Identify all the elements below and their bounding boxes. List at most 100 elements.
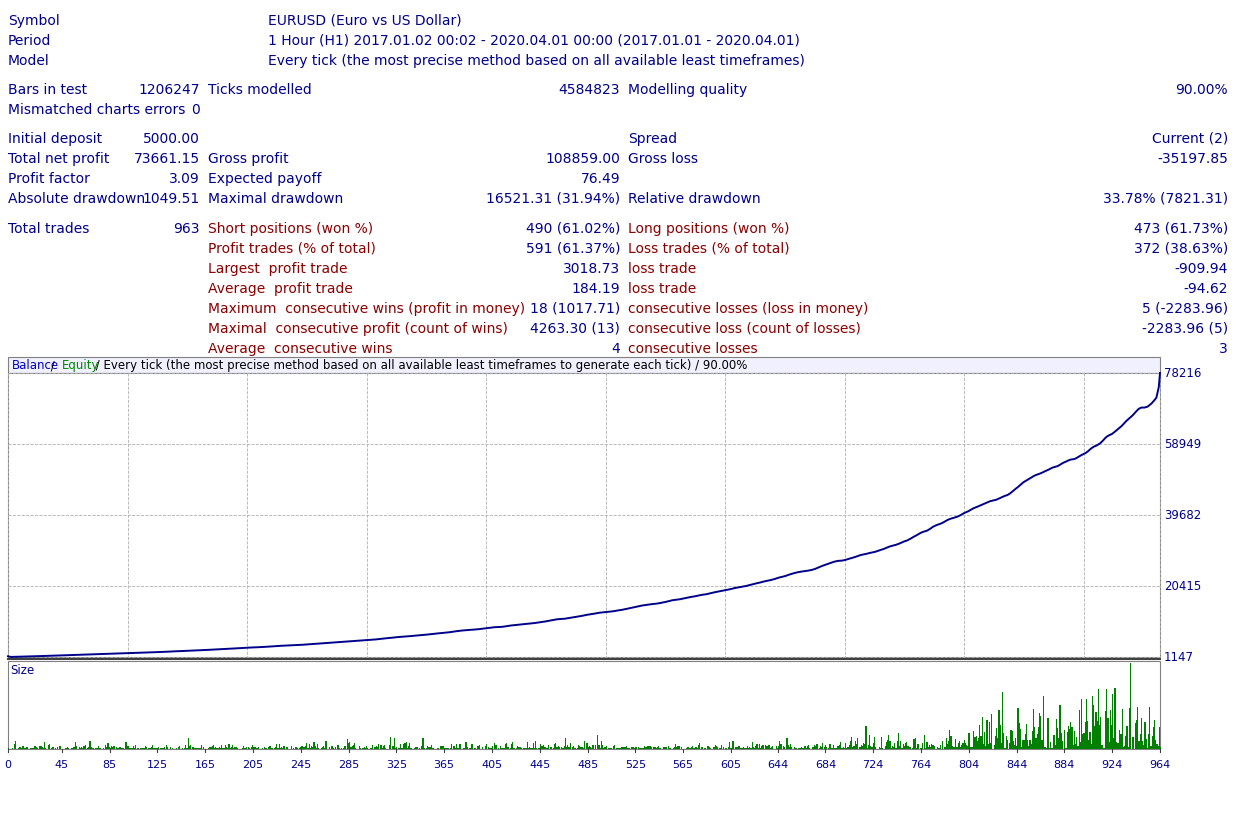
Text: 473 (61.73%): 473 (61.73%): [1133, 222, 1229, 236]
Text: Ticks modelled: Ticks modelled: [208, 83, 311, 97]
Text: 33.78% (7821.31): 33.78% (7821.31): [1103, 192, 1229, 206]
Text: 405: 405: [481, 759, 503, 769]
Text: 90.00%: 90.00%: [1175, 83, 1229, 97]
Text: 18 (1017.71): 18 (1017.71): [530, 302, 620, 316]
Text: Modelling quality: Modelling quality: [628, 83, 748, 97]
Text: Loss trades (% of total): Loss trades (% of total): [628, 241, 790, 256]
Text: Average  profit trade: Average profit trade: [208, 282, 352, 295]
Text: 0: 0: [5, 759, 11, 769]
Text: 924: 924: [1101, 759, 1122, 769]
Text: 78216: 78216: [1164, 367, 1201, 380]
Text: loss trade: loss trade: [628, 261, 696, 275]
Text: 4: 4: [612, 342, 620, 356]
Text: 3018.73: 3018.73: [562, 261, 620, 275]
Text: EURUSD (Euro vs US Dollar): EURUSD (Euro vs US Dollar): [268, 14, 461, 28]
Text: 525: 525: [625, 759, 646, 769]
Text: -94.62: -94.62: [1184, 282, 1229, 295]
Text: Bars in test: Bars in test: [7, 83, 87, 97]
Text: Relative drawdown: Relative drawdown: [628, 192, 760, 206]
Text: 285: 285: [337, 759, 360, 769]
Bar: [7, 357, 1161, 374]
Text: 884: 884: [1054, 759, 1075, 769]
Bar: [7, 374, 1161, 657]
Text: Maximum  consecutive wins (profit in money): Maximum consecutive wins (profit in mone…: [208, 302, 525, 316]
Text: consecutive losses: consecutive losses: [628, 342, 758, 356]
Text: -2283.96 (5): -2283.96 (5): [1142, 322, 1229, 336]
Text: Largest  profit trade: Largest profit trade: [208, 261, 347, 275]
Text: Period: Period: [7, 34, 52, 48]
Text: -909.94: -909.94: [1174, 261, 1229, 275]
Text: 5 (-2283.96): 5 (-2283.96): [1142, 302, 1229, 316]
Text: 724: 724: [863, 759, 884, 769]
Text: 591 (61.37%): 591 (61.37%): [525, 241, 620, 256]
Text: Maximal drawdown: Maximal drawdown: [208, 192, 344, 206]
Text: 58949: 58949: [1164, 438, 1201, 451]
Text: 165: 165: [195, 759, 215, 769]
Text: 764: 764: [911, 759, 932, 769]
Text: 1 Hour (H1) 2017.01.02 00:02 - 2020.04.01 00:00 (2017.01.01 - 2020.04.01): 1 Hour (H1) 2017.01.02 00:02 - 2020.04.0…: [268, 34, 800, 48]
Text: Symbol: Symbol: [7, 14, 59, 28]
Text: 1049.51: 1049.51: [142, 192, 200, 206]
Text: 4263.30 (13): 4263.30 (13): [530, 322, 620, 336]
Text: Short positions (won %): Short positions (won %): [208, 222, 373, 236]
Text: Absolute drawdown: Absolute drawdown: [7, 192, 145, 206]
Text: 964: 964: [1149, 759, 1170, 769]
Text: 108859.00: 108859.00: [545, 152, 620, 165]
Text: 644: 644: [768, 759, 789, 769]
Text: 565: 565: [672, 759, 693, 769]
Text: 245: 245: [290, 759, 311, 769]
Text: Balance: Balance: [12, 359, 59, 372]
Text: Total trades: Total trades: [7, 222, 89, 236]
Text: /: /: [47, 359, 58, 372]
Text: 372 (38.63%): 372 (38.63%): [1133, 241, 1229, 256]
Text: Every tick (the most precise method based on all available least timeframes): Every tick (the most precise method base…: [268, 54, 805, 68]
Text: 684: 684: [815, 759, 836, 769]
Text: Maximal  consecutive profit (count of wins): Maximal consecutive profit (count of win…: [208, 322, 508, 336]
Text: 844: 844: [1006, 759, 1027, 769]
Text: Model: Model: [7, 54, 49, 68]
Text: Size: Size: [10, 663, 35, 676]
Text: 184.19: 184.19: [571, 282, 620, 295]
Text: 325: 325: [386, 759, 407, 769]
Text: Gross loss: Gross loss: [628, 152, 698, 165]
Text: Total net profit: Total net profit: [7, 152, 109, 165]
Text: 1206247: 1206247: [138, 83, 200, 97]
Text: Current (2): Current (2): [1152, 131, 1229, 146]
Text: Gross profit: Gross profit: [208, 152, 289, 165]
Text: -35197.85: -35197.85: [1157, 152, 1229, 165]
Text: Spread: Spread: [628, 131, 677, 146]
Text: consecutive loss (count of losses): consecutive loss (count of losses): [628, 322, 861, 336]
Text: Profit factor: Profit factor: [7, 172, 90, 186]
Text: 3.09: 3.09: [169, 172, 200, 186]
Text: Equity: Equity: [62, 359, 100, 372]
Text: 804: 804: [958, 759, 979, 769]
Text: Expected payoff: Expected payoff: [208, 172, 321, 186]
Text: 605: 605: [721, 759, 742, 769]
Text: 5000.00: 5000.00: [143, 131, 200, 146]
Text: 485: 485: [577, 759, 598, 769]
Text: / Every tick (the most precise method based on all available least timeframes to: / Every tick (the most precise method ba…: [91, 359, 748, 372]
Text: 445: 445: [529, 759, 550, 769]
Text: 0: 0: [192, 103, 200, 117]
Text: Initial deposit: Initial deposit: [7, 131, 103, 146]
Text: 45: 45: [54, 759, 69, 769]
Text: 85: 85: [103, 759, 116, 769]
Text: 73661.15: 73661.15: [133, 152, 200, 165]
Text: 963: 963: [173, 222, 200, 236]
Text: 205: 205: [242, 759, 263, 769]
Text: 16521.31 (31.94%): 16521.31 (31.94%): [486, 192, 620, 206]
Text: 125: 125: [147, 759, 168, 769]
Text: 490 (61.02%): 490 (61.02%): [525, 222, 620, 236]
Text: Average  consecutive wins: Average consecutive wins: [208, 342, 393, 356]
Text: 4584823: 4584823: [559, 83, 620, 97]
Text: 20415: 20415: [1164, 580, 1201, 593]
Text: 365: 365: [434, 759, 455, 769]
Text: 39682: 39682: [1164, 509, 1201, 522]
Text: Profit trades (% of total): Profit trades (% of total): [208, 241, 376, 256]
Text: 1147: 1147: [1164, 651, 1194, 664]
Text: Long positions (won %): Long positions (won %): [628, 222, 790, 236]
Text: Mismatched charts errors: Mismatched charts errors: [7, 103, 185, 117]
Text: 76.49: 76.49: [581, 172, 620, 186]
Bar: [7, 662, 1161, 749]
Text: consecutive losses (loss in money): consecutive losses (loss in money): [628, 302, 869, 316]
